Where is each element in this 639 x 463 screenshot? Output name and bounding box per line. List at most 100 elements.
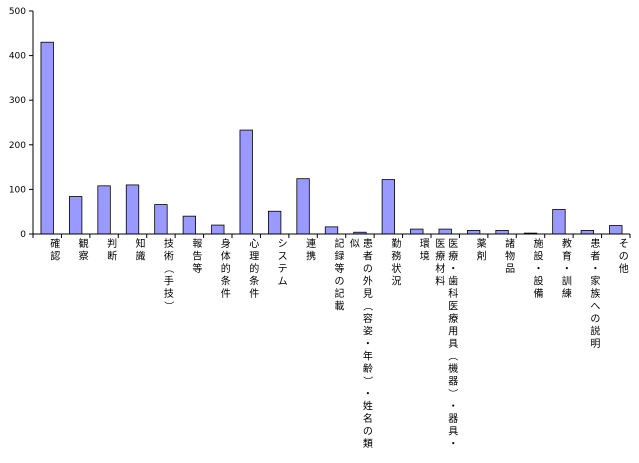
category-label-char: 用 bbox=[448, 327, 458, 338]
category-label-char: 家 bbox=[590, 275, 600, 288]
category-label-char: へ bbox=[590, 302, 600, 313]
category-label-char: 物 bbox=[505, 250, 515, 263]
category-label: 技術（手技） bbox=[162, 237, 174, 311]
category-label-char: 等 bbox=[335, 262, 345, 275]
category-label-char: 医 bbox=[435, 238, 445, 250]
bar bbox=[267, 210, 282, 235]
category-label-char: 確 bbox=[50, 237, 60, 250]
bar bbox=[552, 209, 566, 235]
category-label-char: （ bbox=[162, 264, 174, 274]
category-label-char: 判 bbox=[107, 238, 117, 250]
category-label-char: ム bbox=[278, 276, 288, 288]
category-label-char: 者 bbox=[363, 251, 373, 263]
y-tick-label: 100 bbox=[9, 185, 26, 195]
category-label-char: 施 bbox=[534, 237, 544, 250]
category-label-char: ・ bbox=[534, 264, 544, 275]
category-label-char: 歯 bbox=[448, 275, 458, 288]
bar bbox=[97, 185, 111, 235]
category-label-char: 設 bbox=[534, 250, 544, 263]
category-label-char: 手 bbox=[164, 275, 174, 288]
category-label-char: 料 bbox=[435, 275, 445, 288]
category-label-char: 境 bbox=[420, 250, 430, 263]
category-label-char: 備 bbox=[534, 287, 544, 300]
y-tick-label: 500 bbox=[9, 7, 26, 17]
category-label-char: ・ bbox=[448, 264, 458, 275]
bar bbox=[466, 230, 481, 235]
category-label-char: 連 bbox=[306, 237, 316, 250]
category-label-char: 医 bbox=[448, 301, 458, 313]
category-label-char: シ bbox=[278, 239, 288, 250]
category-label-char: 似 bbox=[350, 238, 360, 250]
category-label-char: 患 bbox=[363, 238, 373, 250]
category-label-char: 療 bbox=[448, 250, 458, 263]
y-tick-label: 0 bbox=[20, 230, 26, 240]
category-label-char: 者 bbox=[590, 251, 600, 263]
category-label-char: 件 bbox=[221, 288, 231, 300]
category-label-char: 容 bbox=[363, 312, 373, 325]
category-label: 連携 bbox=[306, 237, 316, 263]
category-label-char: 族 bbox=[590, 287, 600, 300]
category-label-char: 観 bbox=[79, 237, 89, 250]
category-label: 確認 bbox=[50, 237, 60, 263]
category-label-char: 練 bbox=[562, 287, 572, 300]
category-label-char: 剤 bbox=[477, 250, 487, 263]
category-label-char: 勤 bbox=[391, 237, 401, 250]
category-label-char: 訓 bbox=[562, 275, 572, 288]
category-label-char: ・ bbox=[562, 264, 572, 275]
category-label-char: 器 bbox=[448, 376, 458, 388]
category-label-char: 術 bbox=[164, 250, 174, 263]
category-label-char: 断 bbox=[107, 250, 117, 263]
category-label-char: 技 bbox=[164, 237, 174, 250]
x-axis bbox=[32, 233, 631, 238]
category-label-char: 明 bbox=[590, 338, 600, 350]
category-label-char: 設 bbox=[534, 275, 544, 288]
category-label-char: 外 bbox=[363, 276, 373, 288]
category-label-char: ・ bbox=[363, 389, 373, 400]
category-label-char: の bbox=[363, 427, 373, 438]
category-label-char: （ bbox=[361, 301, 373, 311]
category-label-char: 姓 bbox=[363, 400, 373, 413]
category-label-char: ） bbox=[447, 389, 459, 399]
bar bbox=[182, 215, 197, 235]
category-label-char: 育 bbox=[562, 250, 572, 263]
category-label-char: 知 bbox=[136, 237, 146, 250]
category-labels: 確認観察判断知識技術（手技）報告等身体的条件心理的条件システム連携記録等の記載患… bbox=[50, 237, 629, 450]
category-label-char: 教 bbox=[562, 237, 572, 250]
bar bbox=[381, 179, 396, 235]
category-label-char: 機 bbox=[448, 362, 458, 375]
bars bbox=[40, 41, 623, 235]
category-label: その他 bbox=[619, 238, 629, 275]
bar bbox=[154, 204, 168, 235]
category-label-char: 告 bbox=[192, 250, 202, 263]
bar bbox=[211, 224, 225, 235]
category-label-char: 識 bbox=[136, 250, 146, 263]
category-label-char: の bbox=[363, 264, 373, 275]
category-label-char: 薬 bbox=[477, 238, 487, 250]
category-label: 知識 bbox=[136, 237, 146, 263]
bar bbox=[68, 196, 83, 235]
category-label-char: 条 bbox=[249, 275, 259, 288]
bar bbox=[40, 41, 54, 235]
category-label: 薬剤 bbox=[477, 238, 487, 263]
y-tick-label: 400 bbox=[9, 52, 26, 62]
bar bbox=[239, 129, 253, 235]
category-label-char: 器 bbox=[448, 413, 458, 425]
category-label-char: 身 bbox=[221, 237, 231, 250]
category-label-char: 心 bbox=[249, 238, 259, 250]
category-label-char: そ bbox=[619, 238, 629, 250]
category-label: 環境 bbox=[420, 238, 430, 263]
category-label-char: 他 bbox=[619, 262, 629, 275]
category-label-char: ・ bbox=[448, 439, 458, 450]
category-label-char: 務 bbox=[391, 250, 401, 263]
category-label-char: 載 bbox=[335, 301, 345, 313]
category-label-char: 認 bbox=[50, 250, 60, 263]
bar bbox=[296, 178, 310, 235]
category-label-char: 記 bbox=[335, 237, 345, 250]
